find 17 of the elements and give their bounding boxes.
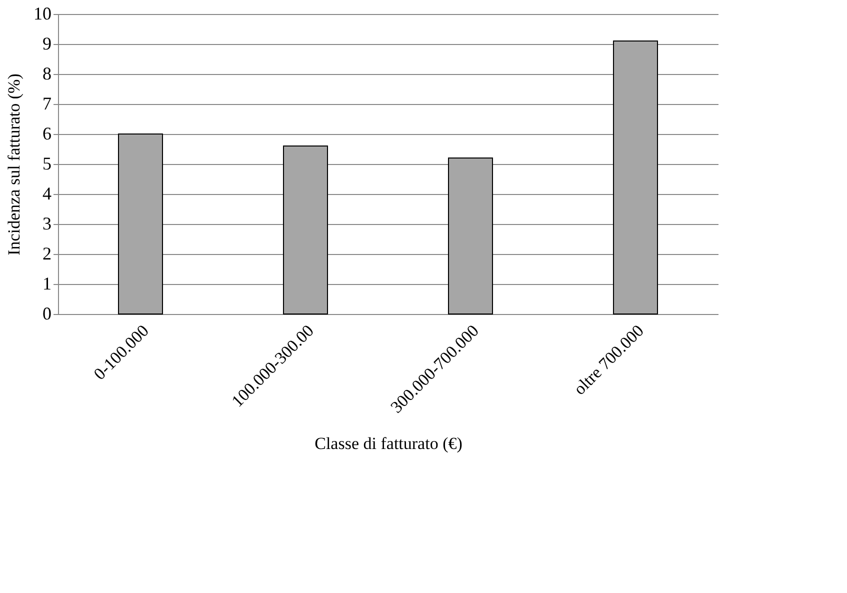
y-tick-label: 5	[42, 154, 52, 174]
y-tick-label: 9	[42, 34, 52, 54]
y-axis-title: Incidenza sul fatturato (%)	[4, 74, 24, 256]
y-tick-label: 1	[42, 274, 52, 294]
y-tick-label: 6	[42, 124, 52, 144]
x-axis-title: Classe di fatturato (€)	[314, 434, 462, 453]
bar	[283, 146, 328, 314]
y-tick-label: 2	[42, 244, 52, 264]
y-tick-label: 4	[42, 184, 52, 204]
bar	[448, 158, 493, 314]
bar	[613, 40, 658, 314]
y-tick-label: 0	[42, 304, 52, 324]
y-tick-label: 3	[42, 214, 52, 234]
y-tick-label: 7	[42, 94, 52, 114]
y-tick-label: 8	[42, 64, 52, 84]
bar	[118, 134, 163, 314]
y-tick-label: 10	[34, 4, 52, 24]
